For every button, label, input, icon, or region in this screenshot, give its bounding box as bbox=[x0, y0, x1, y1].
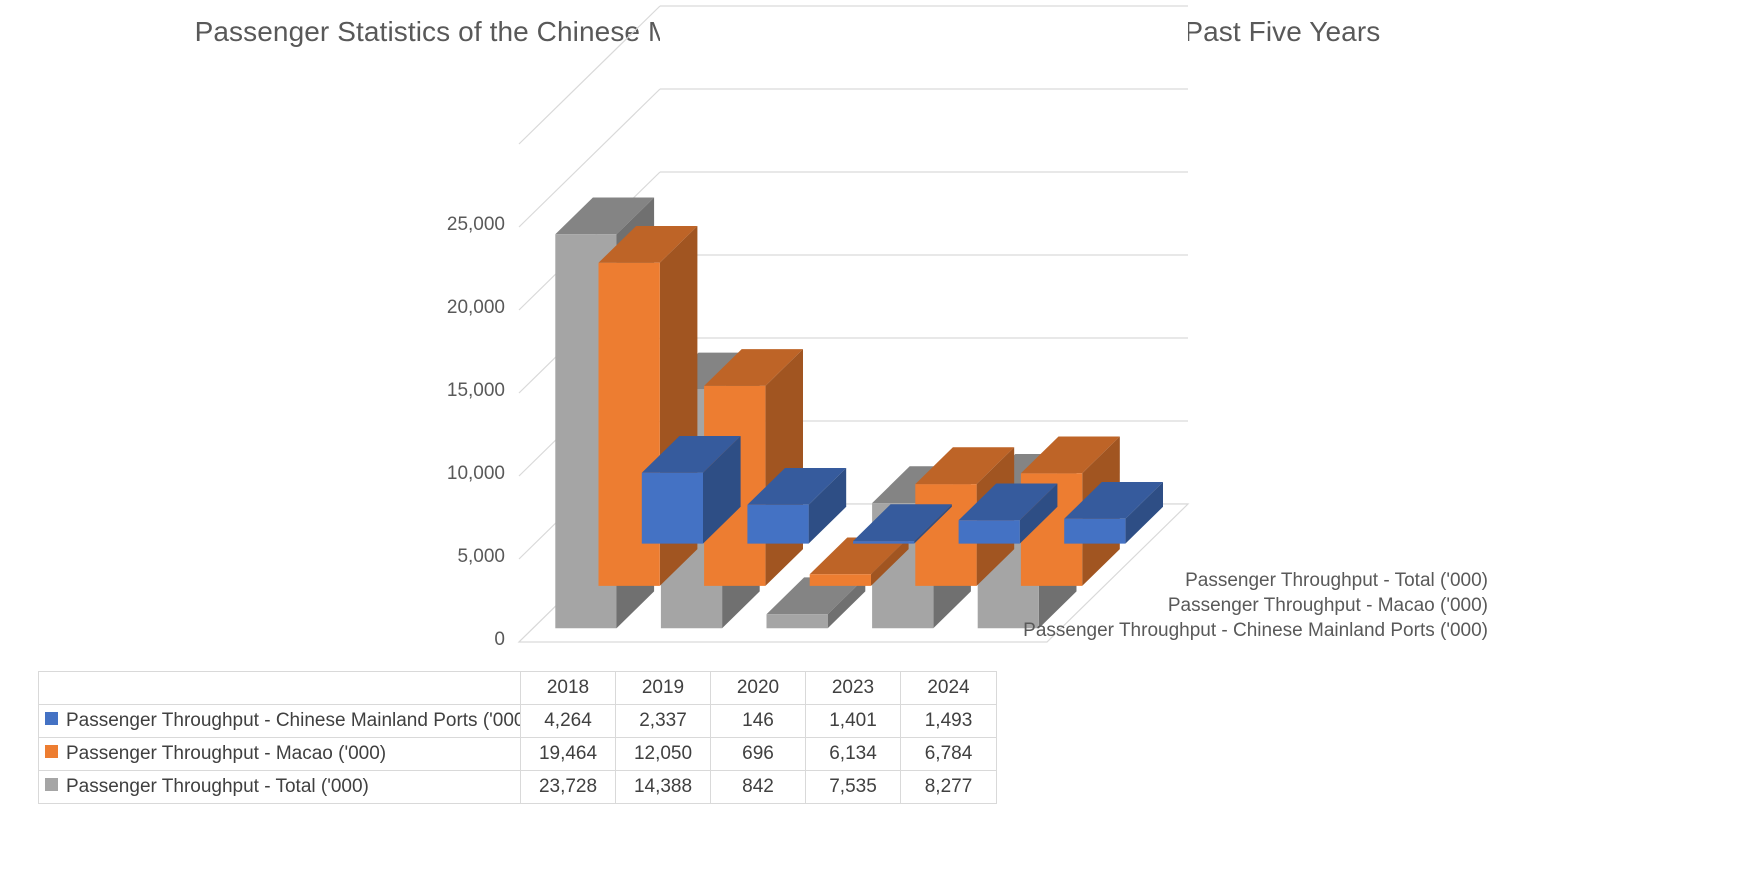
bar-3d bbox=[853, 504, 952, 544]
bar-top-face bbox=[853, 504, 952, 542]
y-axis-tick-5000: 5,000 bbox=[457, 546, 505, 567]
bar-3d bbox=[809, 537, 909, 586]
table-col-header-2024: 2024 bbox=[900, 671, 997, 705]
table-value-cell: 6,134 bbox=[805, 737, 901, 771]
depth-axis-label-1: Passenger Throughput - Macao ('000) bbox=[1167, 595, 1488, 616]
gridline-depth bbox=[518, 88, 661, 228]
table-header-row: 2018 2019 2020 2023 2024 bbox=[38, 671, 997, 705]
bar-side-face bbox=[808, 468, 847, 544]
legend-swatch-icon bbox=[45, 745, 58, 758]
gridline-depth bbox=[518, 5, 661, 145]
bar-front-face bbox=[1064, 518, 1126, 544]
bar-side-face bbox=[871, 537, 909, 586]
y-axis-tick-20000: 20,000 bbox=[446, 297, 505, 318]
table-row: Passenger Throughput - Chinese Mainland … bbox=[38, 704, 997, 738]
bar-side-face bbox=[1019, 483, 1058, 544]
bar-side-face bbox=[765, 349, 803, 586]
bar-top-face bbox=[1020, 436, 1120, 474]
table-col-header-2020: 2020 bbox=[710, 671, 806, 705]
table-series-label-cell: Passenger Throughput - Chinese Mainland … bbox=[38, 704, 521, 738]
table-value-cell: 12,050 bbox=[615, 737, 711, 771]
table-value-cell: 19,464 bbox=[520, 737, 616, 771]
table-corner-cell bbox=[38, 671, 521, 705]
y-axis-tick-25000: 25,000 bbox=[446, 214, 505, 235]
table-value-cell: 2,337 bbox=[615, 704, 711, 738]
bar-3d bbox=[1064, 482, 1163, 544]
bars-3d bbox=[555, 197, 1163, 629]
bar-front-face bbox=[641, 472, 703, 544]
table-col-header-2019: 2019 bbox=[615, 671, 711, 705]
bar-front-face bbox=[766, 614, 828, 629]
bar-top-face bbox=[747, 468, 847, 505]
bar-3d bbox=[766, 577, 866, 629]
table-value-cell: 1,401 bbox=[805, 704, 901, 738]
bar-side-face bbox=[914, 504, 952, 544]
table-value-cell: 7,535 bbox=[805, 770, 901, 804]
bar-top-face bbox=[809, 537, 909, 575]
bar-3d bbox=[958, 483, 1058, 544]
bar-top-face bbox=[915, 447, 1015, 485]
table-value-cell: 696 bbox=[710, 737, 806, 771]
depth-axis-label-0: Passenger Throughput - Total ('000) bbox=[1185, 570, 1488, 591]
table-row: Passenger Throughput - Total ('000) 23,72… bbox=[38, 770, 997, 804]
bar-front-face bbox=[747, 504, 809, 544]
table-row: Passenger Throughput - Macao ('000) 19,46… bbox=[38, 737, 997, 771]
data-table: 2018 2019 2020 2023 2024 Passenger Throughput… bbox=[38, 671, 997, 804]
bar-top-face bbox=[641, 436, 741, 473]
legend-swatch-icon bbox=[45, 712, 58, 725]
bar-top-face bbox=[1064, 482, 1163, 519]
series-label-text: Passenger Throughput - Total ('000) bbox=[66, 776, 369, 797]
bar-top-face bbox=[766, 577, 866, 615]
series-label-text: Passenger Throughput - Macao ('000) bbox=[66, 743, 387, 764]
table-value-cell: 6,784 bbox=[900, 737, 997, 771]
bar-front-face bbox=[809, 574, 871, 586]
table-col-header-2018: 2018 bbox=[520, 671, 616, 705]
y-axis-tick-10000: 10,000 bbox=[446, 463, 505, 484]
y-axis-tick-0: 0 bbox=[494, 629, 505, 650]
y-axis-tick-15000: 15,000 bbox=[446, 380, 505, 401]
bar-side-face bbox=[1125, 482, 1163, 544]
bar-side-face bbox=[827, 577, 866, 629]
table-value-cell: 146 bbox=[710, 704, 806, 738]
depth-axis-label-2: Passenger Throughput - Chinese Mainland … bbox=[1023, 620, 1488, 641]
table-value-cell: 8,277 bbox=[900, 770, 997, 804]
legend-swatch-icon bbox=[45, 778, 58, 791]
table-value-cell: 14,388 bbox=[615, 770, 711, 804]
table-value-cell: 23,728 bbox=[520, 770, 616, 804]
bar-top-face bbox=[598, 226, 698, 263]
bar-3d bbox=[641, 436, 741, 544]
bar-3d bbox=[747, 468, 847, 544]
table-value-cell: 4,264 bbox=[520, 704, 616, 738]
table-value-cell: 1,493 bbox=[900, 704, 997, 738]
bar-front-face bbox=[958, 520, 1020, 544]
bar-top-face bbox=[958, 483, 1058, 521]
bar-top-face bbox=[704, 349, 803, 386]
table-series-label-cell: Passenger Throughput - Macao ('000) bbox=[38, 737, 521, 771]
table-series-label-cell: Passenger Throughput - Total ('000) bbox=[38, 770, 521, 804]
bar-front-face bbox=[853, 541, 915, 544]
series-label-text: Passenger Throughput - Chinese Mainland … bbox=[66, 710, 521, 731]
table-value-cell: 842 bbox=[710, 770, 806, 804]
chart-data-table: 2018 2019 2020 2023 2024 Passenger Throughput… bbox=[38, 671, 997, 804]
bar-side-face bbox=[703, 436, 741, 544]
table-col-header-2023: 2023 bbox=[805, 671, 901, 705]
bar-top-face bbox=[555, 197, 655, 235]
